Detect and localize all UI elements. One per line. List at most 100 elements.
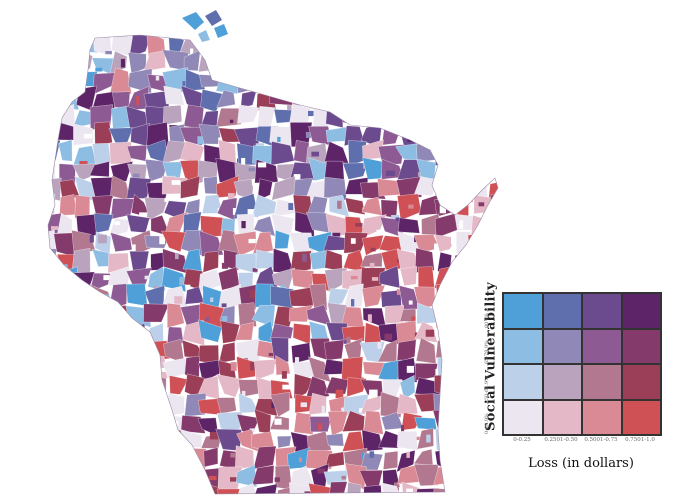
- tract-region: [390, 63, 395, 69]
- county-region: [199, 230, 224, 257]
- county-region: [468, 125, 489, 145]
- tract-region: [210, 297, 214, 302]
- tract-region: [268, 352, 275, 357]
- tract-region: [147, 22, 154, 29]
- county-region: [309, 87, 332, 111]
- tract-region: [501, 256, 504, 259]
- county-region: [61, 287, 76, 309]
- county-region: [363, 410, 384, 435]
- county-region: [151, 374, 167, 401]
- county-region: [48, 302, 58, 327]
- county-region: [110, 67, 132, 95]
- tract-region: [406, 451, 410, 458]
- tract-region: [248, 167, 256, 172]
- county-region: [54, 411, 80, 435]
- tract-region: [144, 275, 153, 280]
- county-region: [449, 71, 473, 94]
- county-region: [348, 88, 368, 109]
- county-region: [91, 337, 116, 365]
- county-region: [509, 214, 526, 232]
- tract-region: [65, 280, 73, 284]
- county-region: [383, 15, 404, 32]
- county-region: [342, 162, 368, 180]
- county-region: [238, 379, 260, 398]
- tract-region: [271, 402, 277, 409]
- county-region: [453, 35, 475, 55]
- county-region: [71, 358, 94, 382]
- county-region: [381, 121, 403, 146]
- county-region: [431, 91, 455, 113]
- tract-region: [223, 49, 231, 58]
- county-region: [127, 392, 148, 416]
- county-region: [342, 0, 361, 21]
- tract-region: [134, 322, 142, 327]
- legend-cell: [503, 364, 543, 400]
- county-region: [487, 163, 498, 180]
- county-region: [287, 35, 314, 36]
- tract-region: [300, 402, 307, 408]
- county-region: [181, 466, 205, 485]
- county-region: [383, 0, 399, 19]
- county-region: [60, 0, 77, 22]
- tract-region: [500, 206, 509, 213]
- county-region: [217, 0, 234, 16]
- county-region: [449, 271, 472, 292]
- county-region: [53, 357, 80, 379]
- county-region: [216, 90, 236, 109]
- tract-region: [459, 220, 464, 229]
- tract-region: [132, 173, 140, 181]
- legend-y-tick: 65-79.9%: [484, 340, 490, 364]
- county-region: [48, 286, 61, 308]
- tract-region: [424, 35, 430, 37]
- county-region: [198, 319, 222, 343]
- tract-region: [434, 71, 441, 76]
- county-region: [437, 357, 459, 378]
- tract-region: [519, 208, 524, 216]
- tract-region: [277, 136, 281, 142]
- county-region: [256, 0, 278, 22]
- county-region: [418, 266, 435, 292]
- county-region: [414, 0, 440, 17]
- county-region: [48, 35, 62, 39]
- tract-region: [342, 119, 349, 128]
- tract-region: [89, 235, 94, 243]
- county-region: [60, 448, 80, 471]
- county-region: [327, 67, 344, 89]
- county-region: [432, 35, 457, 39]
- county-region: [413, 129, 436, 143]
- county-region: [36, 0, 57, 21]
- county-region: [381, 103, 403, 125]
- county-region: [396, 393, 418, 414]
- county-region: [270, 69, 295, 92]
- county-region: [269, 87, 294, 106]
- tract-region: [197, 136, 207, 145]
- legend-y-tick: 50-64.9%: [484, 376, 490, 400]
- tract-region: [439, 205, 446, 214]
- tract-region: [248, 238, 256, 244]
- county-region: [161, 230, 187, 253]
- county-region: [453, 413, 470, 432]
- county-region: [453, 488, 469, 494]
- tract-region: [322, 68, 331, 73]
- county-region: [125, 417, 148, 436]
- county-region: [58, 139, 73, 162]
- county-region: [485, 145, 498, 166]
- county-region: [107, 427, 134, 449]
- legend-x-tick: 0.2501-0.50: [544, 437, 578, 443]
- county-region: [451, 320, 476, 343]
- tract-region: [318, 16, 324, 20]
- tract-region: [295, 357, 300, 365]
- county-region: [252, 231, 274, 255]
- county-region: [238, 302, 257, 328]
- county-region: [48, 67, 60, 92]
- county-region: [305, 376, 330, 400]
- county-region: [288, 52, 313, 73]
- county-region: [453, 88, 477, 105]
- county-region: [143, 303, 170, 323]
- county-region: [418, 104, 437, 128]
- tract-region: [55, 61, 61, 65]
- county-region: [71, 344, 98, 362]
- county-region: [110, 483, 135, 494]
- tract-region: [179, 445, 186, 450]
- county-region: [475, 486, 493, 494]
